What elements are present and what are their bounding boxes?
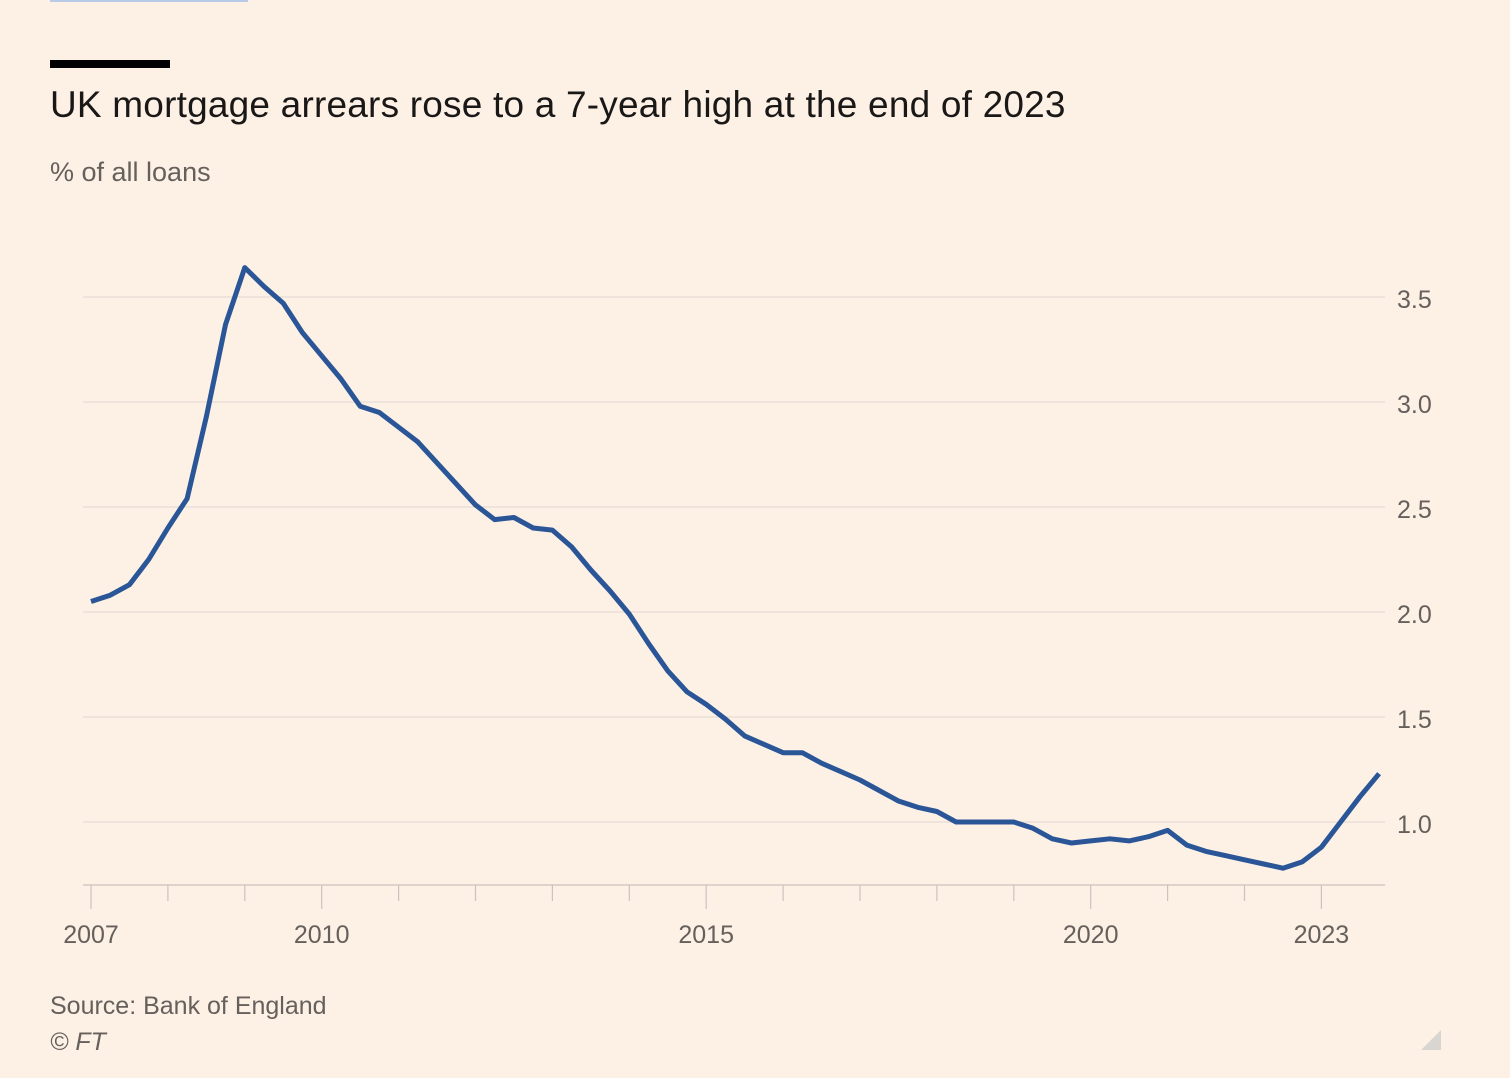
y-tick-label: 1.5 (1397, 706, 1432, 734)
chart-subtitle: % of all loans (50, 157, 211, 187)
y-tick-labels: 1.0 1.5 2.0 2.5 3.0 3.5 (1397, 286, 1432, 839)
source-note: Source: Bank of England (50, 992, 327, 1020)
series-line (90, 265, 1381, 871)
series-layer (90, 265, 1381, 871)
x-tick-labels: 2007 2010 2015 2020 2023 (63, 921, 1349, 949)
x-tick-label: 2023 (1294, 921, 1350, 949)
chart-title: UK mortgage arrears rose to a 7-year hig… (50, 84, 1066, 125)
x-tick-label: 2015 (678, 921, 734, 949)
copyright-note: © FT (50, 1028, 106, 1056)
gridlines (83, 296, 1385, 823)
x-axis (83, 884, 1385, 909)
top-scroll-highlight (50, 0, 248, 2)
x-tick-label: 2007 (63, 921, 119, 949)
title-rule (50, 60, 170, 68)
y-tick-label: 2.5 (1397, 496, 1432, 524)
x-tick-label: 2010 (294, 921, 350, 949)
resize-handle-icon[interactable] (1421, 1030, 1441, 1050)
x-tick-label: 2020 (1063, 921, 1119, 949)
y-tick-label: 3.0 (1397, 391, 1432, 419)
y-tick-label: 1.0 (1397, 811, 1432, 839)
y-tick-label: 2.0 (1397, 601, 1432, 629)
y-tick-label: 3.5 (1397, 286, 1432, 314)
